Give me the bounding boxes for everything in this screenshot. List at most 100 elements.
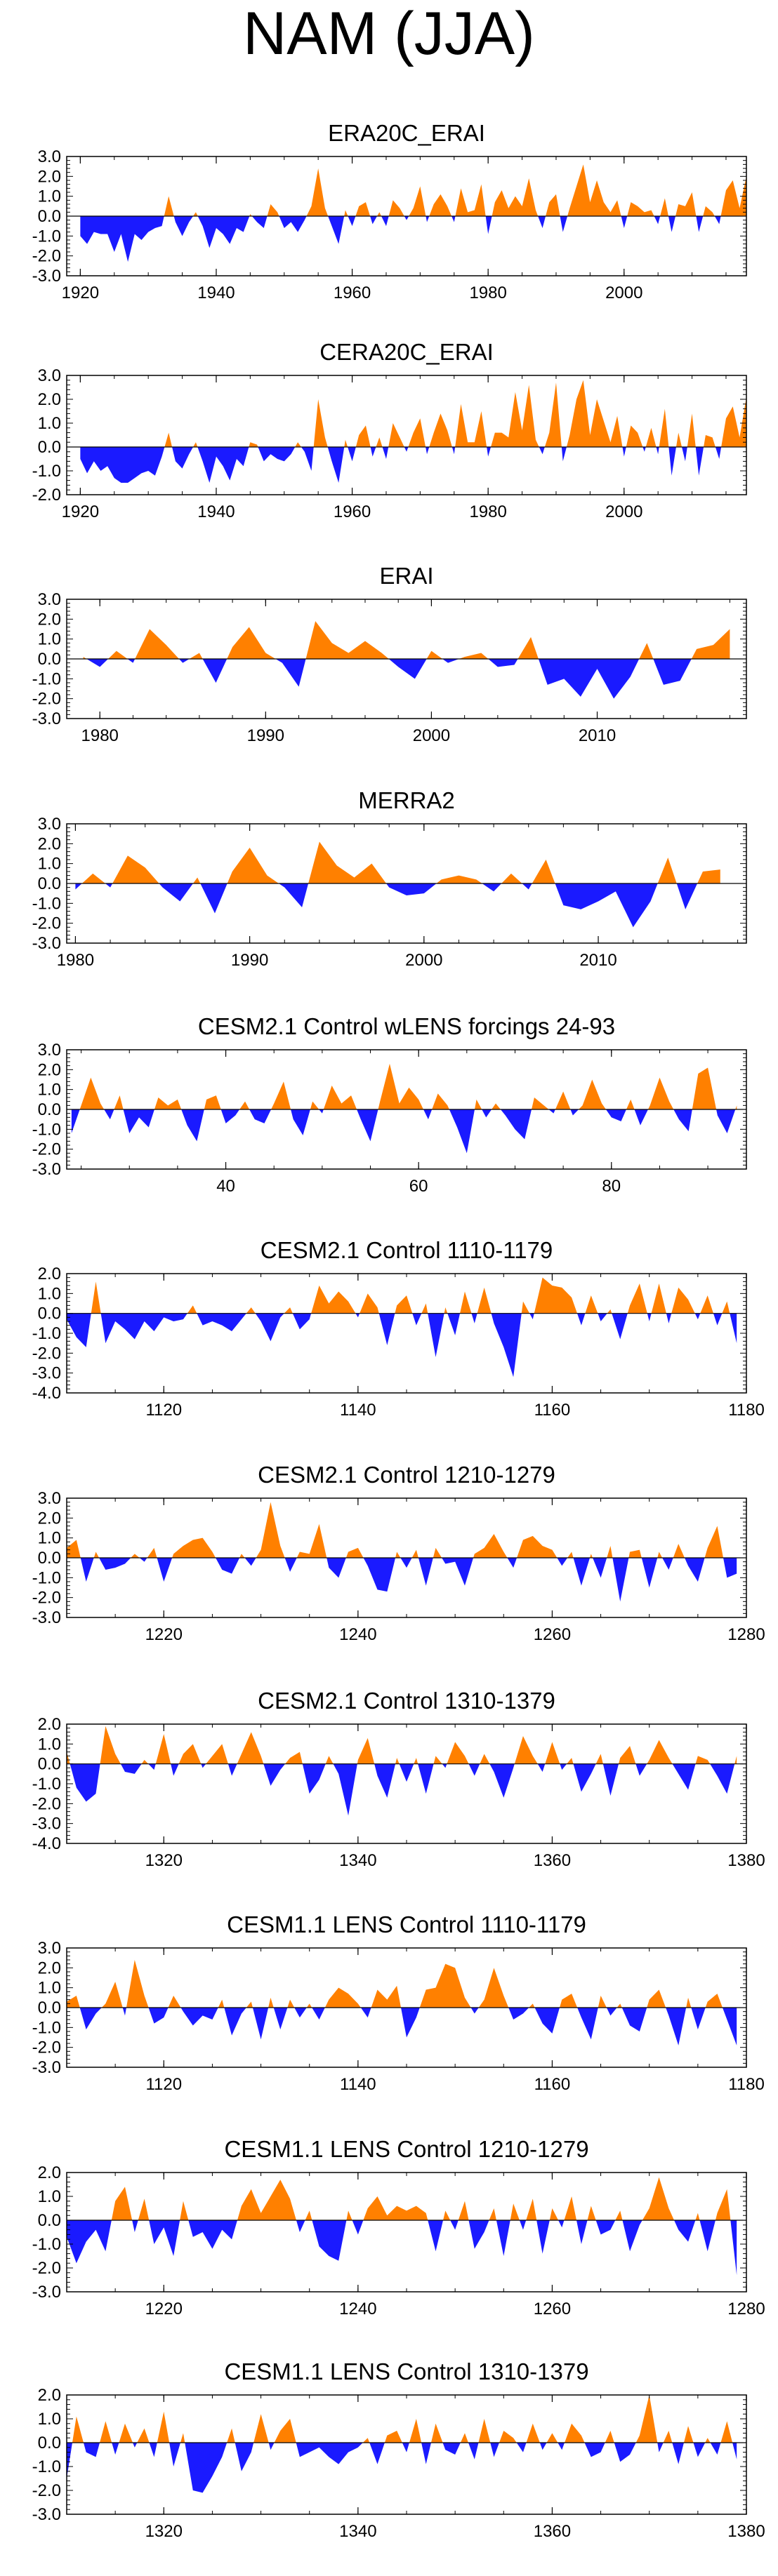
y-tick-label: 1.0	[38, 855, 61, 874]
y-tick-label: 3.0	[38, 1041, 61, 1060]
y-tick-label: 1.0	[38, 630, 61, 649]
chart-panel-9: CESM1.1 LENS Control 1110-1179 3.02.0 1.00…	[32, 1911, 765, 2094]
plot-frame	[66, 1723, 747, 1844]
y-tick-label: -3.0	[32, 2058, 61, 2077]
y-tick-label: 2.0	[38, 610, 61, 629]
x-tick-label: 1920	[62, 502, 99, 521]
y-tick-label: -1.0	[32, 669, 61, 688]
y-tick-label: -2.0	[32, 690, 61, 709]
y-tick-label: -4.0	[32, 1384, 61, 1403]
y-tick-label: -3.0	[32, 1608, 61, 1627]
chart-title: CESM1.1 LENS Control 1210-1279	[224, 2136, 588, 2162]
x-tick-label: 1360	[534, 2522, 571, 2541]
positive-area	[67, 1726, 737, 1764]
chart-title: CESM1.1 LENS Control 1310-1379	[224, 2358, 588, 2384]
negative-area	[71, 1109, 737, 1154]
figure-title: NAM (JJA)	[243, 0, 535, 67]
y-tick-label: 2.0	[38, 167, 61, 186]
y-tick-label: -3.0	[32, 1364, 61, 1383]
y-tick-label: -1.0	[32, 2235, 61, 2254]
chart-title: CESM2.1 Control 1210-1279	[258, 1462, 555, 1488]
x-tick-label: 1140	[340, 2075, 376, 2094]
positive-area	[67, 1502, 737, 1558]
negative-area	[67, 2008, 737, 2046]
y-tick-label: 3.0	[38, 590, 61, 609]
x-tick-label: 1320	[145, 1851, 183, 1870]
y-tick-label: -1.0	[32, 2457, 61, 2476]
positive-area	[67, 2177, 737, 2220]
x-tick-label: 1260	[534, 2300, 571, 2318]
x-tick-label: 2010	[579, 726, 616, 745]
negative-area	[67, 1313, 737, 1377]
positive-area	[67, 2395, 737, 2443]
y-tick-label: 1.0	[38, 1081, 61, 1100]
y-tick-label: 2.0	[38, 1264, 61, 1283]
x-tick-label: 2000	[413, 726, 450, 745]
x-tick-label: 1220	[145, 2300, 183, 2318]
y-tick-label: 2.0	[38, 2386, 61, 2405]
y-tick-label: 1.0	[38, 187, 61, 206]
x-tick-label: 80	[602, 1177, 621, 1196]
y-tick-label: 0.0	[38, 1998, 61, 2017]
positive-area	[80, 380, 747, 447]
y-tick-label: -1.0	[32, 1775, 61, 1794]
x-tick-label: 1260	[534, 1625, 571, 1644]
y-tick-label: 3.0	[38, 1489, 61, 1508]
x-tick-label: 1340	[339, 2522, 376, 2541]
chart-title: ERA20C_ERAI	[328, 120, 485, 146]
y-tick-label: 2.0	[38, 1715, 61, 1734]
x-tick-label: 1160	[534, 2075, 571, 2094]
y-tick-label: -2.0	[32, 1344, 61, 1363]
negative-area	[67, 2443, 737, 2493]
x-tick-label: 1240	[339, 2300, 376, 2318]
y-tick-label: 1.0	[38, 1529, 61, 1548]
positive-area	[67, 1277, 737, 1314]
plot-frame	[66, 1273, 747, 1394]
chart-panel-6: CESM2.1 Control 1110-1179 2.01.00.0-1.0-2…	[32, 1237, 765, 1420]
negative-area	[67, 1763, 737, 1816]
y-tick-label: -2.0	[32, 1140, 61, 1159]
y-tick-label: 0.0	[38, 1755, 61, 1774]
y-tick-label: 0.0	[38, 874, 61, 893]
x-tick-label: 1140	[340, 1401, 376, 1420]
x-tick-label: 1320	[145, 2522, 183, 2541]
negative-area	[83, 659, 730, 699]
negative-area	[75, 883, 720, 928]
y-tick-label: 1.0	[38, 2410, 61, 2429]
positive-area	[80, 164, 747, 216]
x-tick-label: 1220	[145, 1625, 183, 1644]
y-tick-label: 1.0	[38, 414, 61, 433]
y-tick-label: 0.0	[38, 2211, 61, 2230]
y-tick-label: 0.0	[38, 1100, 61, 1119]
chart-panel-5: CESM2.1 Control wLENS forcings 24-93 3.02…	[32, 1013, 747, 1196]
x-tick-label: 1920	[62, 283, 99, 302]
x-tick-label: 1980	[469, 283, 506, 302]
x-tick-label: 1280	[727, 2300, 765, 2318]
y-tick-label: 1.0	[38, 1735, 61, 1754]
y-tick-label: 2.0	[38, 2163, 61, 2182]
y-tick-label: 1.0	[38, 1979, 61, 1998]
x-tick-label: 1240	[339, 1625, 376, 1644]
negative-area	[80, 216, 747, 262]
x-tick-label: 1160	[534, 1401, 571, 1420]
x-tick-label: 1960	[334, 283, 371, 302]
x-tick-label: 1120	[145, 2075, 182, 2094]
y-tick-label: -2.0	[32, 2481, 61, 2500]
y-tick-label: 0.0	[38, 2434, 61, 2452]
y-tick-label: -1.0	[32, 462, 61, 481]
x-tick-label: 1360	[534, 1851, 571, 1870]
x-tick-label: 1990	[247, 726, 284, 745]
y-tick-label: -2.0	[32, 1589, 61, 1608]
y-tick-label: -1.0	[32, 1324, 61, 1343]
x-tick-label: 1940	[197, 502, 235, 521]
y-tick-label: 0.0	[38, 207, 61, 226]
chart-title: ERAI	[379, 563, 433, 589]
y-tick-label: 0.0	[38, 650, 61, 669]
y-tick-label: -2.0	[32, 486, 61, 505]
negative-area	[67, 2220, 737, 2276]
y-tick-label: -1.0	[32, 2018, 61, 2037]
y-tick-label: 3.0	[38, 1939, 61, 1958]
